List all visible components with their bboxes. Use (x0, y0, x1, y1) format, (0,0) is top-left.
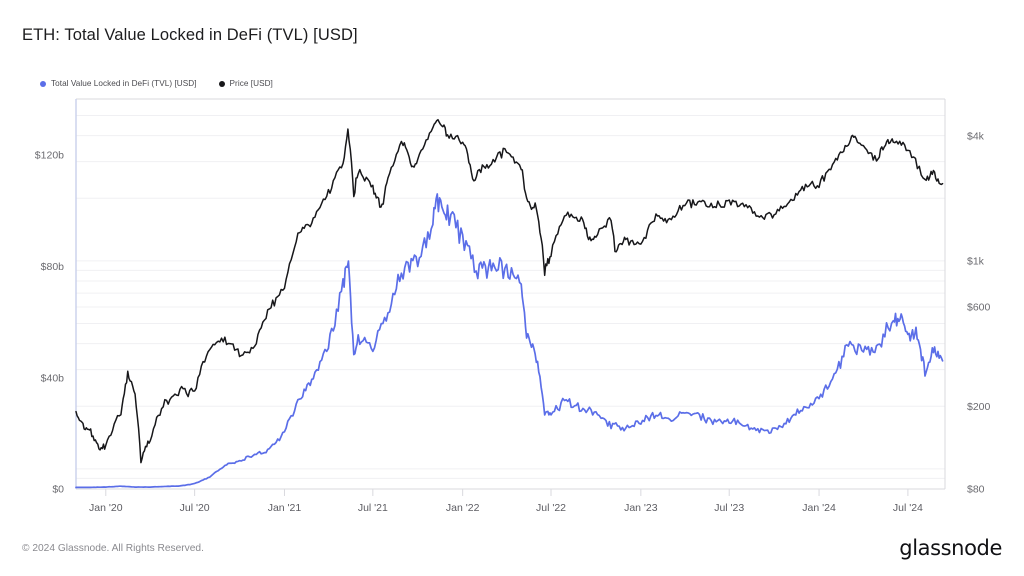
x-axis-tick-label: Jan '20 (89, 502, 123, 514)
x-axis-tick-label: Jul '22 (536, 502, 566, 514)
x-axis-tick-label: Jul '20 (180, 502, 210, 514)
price-line (75, 118, 944, 464)
legend-label-price: Price [USD] (229, 79, 273, 88)
legend-label-tvl: Total Value Locked in DeFi (TVL) [USD] (51, 79, 197, 88)
x-axis-tick-label: Jan '21 (268, 502, 302, 514)
y-axis-right-tick: $200 (967, 401, 991, 413)
series-tvl-line (75, 193, 944, 489)
y-axis-left-tick: $80b (41, 261, 65, 273)
x-axis-tick-label: Jan '24 (802, 502, 836, 514)
tvl-line (75, 193, 944, 489)
x-axis-tick-label: Jul '21 (358, 502, 388, 514)
y-axis-right-tick: $80 (967, 484, 985, 496)
page-title: ETH: Total Value Locked in DeFi (TVL) [U… (22, 26, 358, 44)
x-axis-ticks (105, 489, 909, 496)
y-axis-left-tick: $0 (52, 484, 64, 496)
y-axis-left-tick: $120b (35, 149, 64, 161)
x-axis-tick-label: Jul '23 (714, 502, 744, 514)
y-axis-right-tick: $4k (967, 130, 985, 142)
footer-copyright: © 2024 Glassnode. All Rights Reserved. (22, 543, 204, 554)
x-axis-tick-label: Jan '22 (446, 502, 480, 514)
legend-dot-price-icon (218, 80, 225, 87)
plot-border (75, 98, 946, 490)
y-axis-left-labels: $0 $40b $80b $120b (35, 149, 64, 495)
y-axis-right-labels: $80 $200 $600 $1k $4k (967, 130, 991, 495)
legend-dot-tvl-icon (40, 80, 46, 87)
y-axis-right-tick: $1k (967, 256, 985, 268)
x-axis-tick-label: Jul '24 (893, 502, 923, 514)
x-axis-tick-label: Jan '23 (624, 502, 658, 514)
y-axis-right-tick: $600 (967, 302, 991, 314)
chart-legend: Total Value Locked in DeFi (TVL) [USD] P… (40, 79, 273, 88)
brand-wordmark: glassnode (899, 536, 1002, 560)
gridlines (76, 98, 945, 490)
legend-item-price[interactable]: Price [USD] (218, 79, 273, 88)
series-price-line (75, 118, 944, 464)
x-axis-labels: Jan '20 Jul '20 Jan '21 Jul '21 Jan '22 Jul '… (89, 502, 923, 514)
legend-item-tvl[interactable]: Total Value Locked in DeFi (TVL) [USD] (40, 79, 197, 88)
y-axis-left-tick: $40b (41, 372, 65, 384)
